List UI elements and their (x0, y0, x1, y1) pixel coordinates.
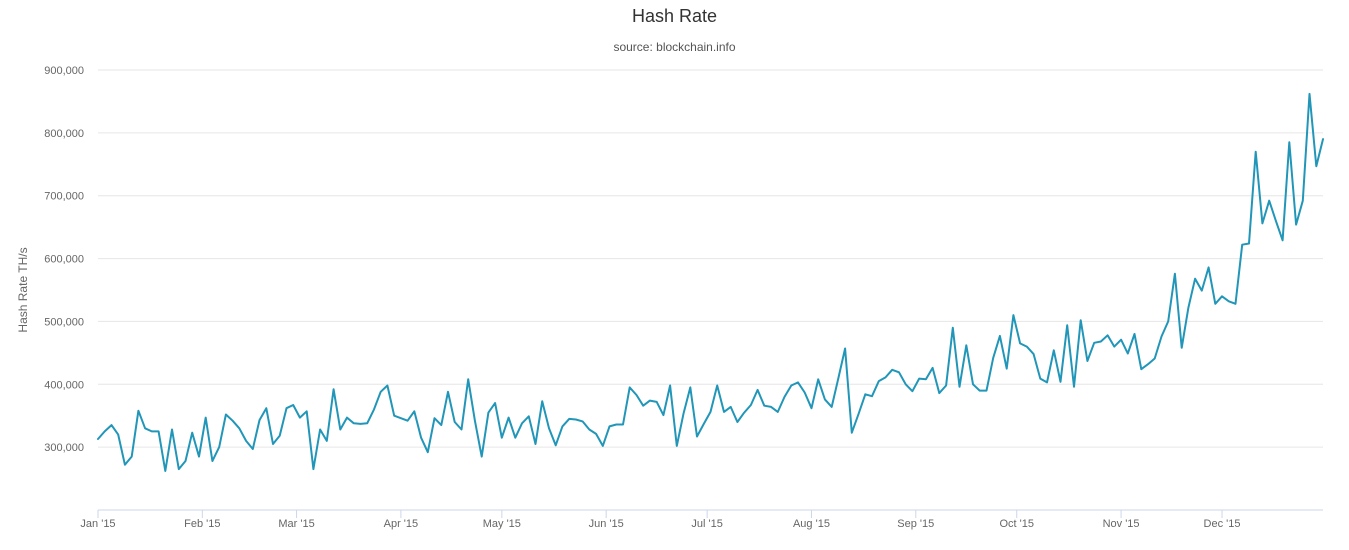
x-tick-label: Jul '15 (691, 518, 722, 530)
x-tick-label: Mar '15 (278, 518, 314, 530)
y-tick-label: 700,000 (44, 191, 84, 203)
chart-subtitle: source: blockchain.info (613, 40, 736, 54)
x-tick-label: Jun '15 (589, 518, 624, 530)
x-tick-label: Jan '15 (80, 518, 115, 530)
y-axis-title: Hash Rate TH/s (16, 247, 30, 332)
y-tick-label: 400,000 (44, 379, 84, 391)
x-tick-label: Apr '15 (384, 518, 419, 530)
hash-rate-series-line (97, 92, 1324, 472)
x-tick-label: May '15 (483, 518, 521, 530)
x-tick-label: Feb '15 (184, 518, 220, 530)
x-tick-label: Aug '15 (793, 518, 830, 530)
x-tick-label: Sep '15 (897, 518, 934, 530)
y-tick-label: 900,000 (44, 65, 84, 77)
chart-title: Hash Rate (631, 6, 718, 26)
y-tick-label: 500,000 (44, 316, 84, 328)
x-tick-label: Nov '15 (1103, 518, 1140, 530)
y-tick-label: 800,000 (44, 128, 84, 140)
y-tick-label: 600,000 (44, 254, 84, 266)
y-tick-label: 300,000 (44, 442, 84, 454)
x-tick-label: Oct '15 (999, 518, 1034, 530)
x-tick-label: Dec '15 (1204, 518, 1241, 530)
